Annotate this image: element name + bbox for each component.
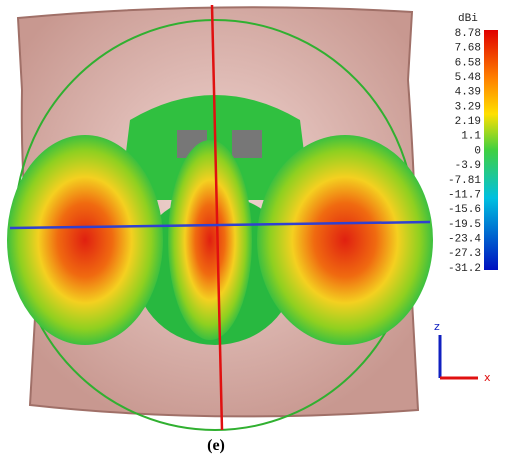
colorbar-label: -7.81 [448,175,481,187]
pattern-view: dBi 8.78 7.68 6.58 5.48 4.39 3.29 2.19 1.1 0 -3.9… [0,0,506,467]
colorbar-label: 6.58 [455,57,481,69]
z-label: z [434,320,440,333]
colorbar-label: -19.5 [448,219,481,231]
colorbar-label: -15.6 [448,204,481,216]
colorbar-label: -31.2 [448,263,481,275]
center-lobe [168,140,252,340]
colorbar-label: -23.4 [448,234,481,246]
colorbar-label: 5.48 [455,72,481,84]
colorbar-label: -27.3 [448,248,481,260]
colorbar-label: -3.9 [455,160,481,172]
colorbar [484,30,498,270]
colorbar-label: 3.29 [455,101,481,113]
page: dBi 8.78 7.68 6.58 5.48 4.39 3.29 2.19 1.1 0 -3.9… [0,0,506,467]
right-lobe [257,135,433,345]
colorbar-label: 4.39 [455,87,481,99]
colorbar-unit: dBi [458,13,478,25]
colorbar-label: 0 [474,145,481,157]
colorbar-label: -11.7 [448,189,481,201]
feed-slot [232,130,262,158]
x-label: x [484,371,491,384]
colorbar-label: 1.1 [461,131,481,143]
colorbar-label: 8.78 [455,28,481,40]
left-lobe [7,135,163,345]
caption: (e) [207,437,225,454]
colorbar-label: 2.19 [455,116,481,128]
colorbar-label: 7.68 [455,43,481,55]
